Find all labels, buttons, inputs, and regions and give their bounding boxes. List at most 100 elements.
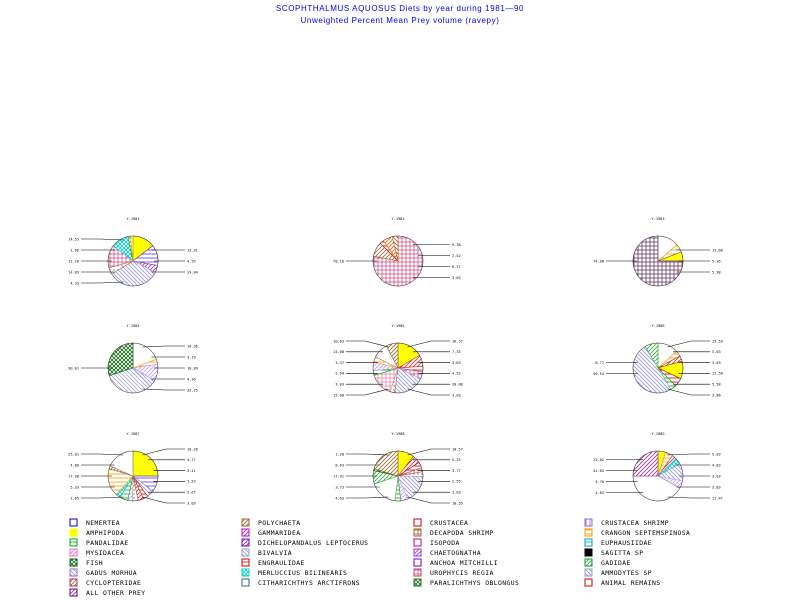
legend-label: DECAPODA SHRIMP xyxy=(430,529,494,537)
legend-label: CRUSTACEA xyxy=(430,519,468,527)
legend-item: ALL OTHER PREY xyxy=(69,588,145,597)
pie-slice xyxy=(632,450,659,477)
legend-swatch xyxy=(413,528,422,537)
pie-slice xyxy=(132,450,159,477)
legend-swatch xyxy=(584,548,593,557)
pie-year-label: Y-1985 xyxy=(392,324,405,328)
leader-line xyxy=(346,496,389,499)
legend-label: DICHELOPANDALUS LEPTOCERUS xyxy=(258,539,368,547)
pie-value-label: 5.98 xyxy=(712,270,721,274)
pie-value-label: 17.98 xyxy=(68,474,79,478)
pie-value-label: 42.03 xyxy=(593,469,604,473)
legend-item: ANIMAL REMAINS xyxy=(584,578,660,587)
pie-value-label: 4.83 xyxy=(595,491,604,495)
legend-swatch xyxy=(69,568,78,577)
pie-outline xyxy=(632,342,684,394)
legend-item: PARALICHTHYS OBLONGUS xyxy=(413,578,519,587)
pie-value-label: 11.56 xyxy=(712,372,723,376)
pie-value-label: 2.55 xyxy=(452,480,461,484)
legend-item: CRANGON SEPTEMSPINOSA xyxy=(584,528,690,537)
pie-value-label: 5.36 xyxy=(712,259,721,263)
legend-item: ENGRAULIDAE xyxy=(241,558,305,567)
legend-swatch xyxy=(69,518,78,527)
legend-label: CRANGON SEPTEMSPINOSA xyxy=(601,529,690,537)
legend-label: CYCLOPTERIDAE xyxy=(86,579,141,587)
pie-value-label: 4.53 xyxy=(187,259,196,263)
leader-line xyxy=(346,340,389,348)
legend-item: EUPHAUSIIDAE xyxy=(584,538,652,547)
pie-value-label: 3.37 xyxy=(335,361,344,365)
legend-swatch xyxy=(413,558,422,567)
legend-label: EUPHAUSIIDAE xyxy=(601,539,652,547)
pie-value-label: 3.19 xyxy=(187,355,196,359)
legend-label: POLYCHAETA xyxy=(258,519,300,527)
pie-value-label: 74.98 xyxy=(593,259,604,263)
legend-label: PARALICHTHYS OBLONGUS xyxy=(430,579,519,587)
pie-chart-y-1981: Y-1981 14.53 1.66 11.26 14.83 4.33 13.31 4.53 33… xyxy=(68,217,198,287)
leader-line xyxy=(407,448,450,456)
legend-item: UROPHYCIS REGIA xyxy=(413,568,493,577)
pie-value-label: 14.53 xyxy=(68,237,79,241)
pie-value-label: 8.77 xyxy=(595,361,604,365)
pie-year-label: Y-1989 xyxy=(652,432,665,436)
pie-chart-y-1983: Y-1983 74.98 13.68 5.36 5.98 xyxy=(593,217,723,287)
pie-year-label: Y-1981 xyxy=(127,217,140,221)
pie-value-label: 17.91 xyxy=(333,474,344,478)
pie-value-label: 3.03 xyxy=(335,383,344,387)
legend-swatch xyxy=(241,548,250,557)
leader-line xyxy=(667,388,710,396)
pie-value-label: 3.11 xyxy=(187,469,196,473)
leader-line xyxy=(81,281,124,284)
legend-swatch xyxy=(413,518,422,527)
pie-value-label: 8.63 xyxy=(335,463,344,467)
legend-swatch xyxy=(584,538,593,547)
legend-label: ISOPODA xyxy=(430,539,460,547)
legend-label: ENGRAULIDAE xyxy=(258,559,305,567)
legend-item: GADIDAE xyxy=(584,558,631,567)
pie-value-label: 3.67 xyxy=(187,491,196,495)
legend-label: GADUS MORHUA xyxy=(86,569,137,577)
legend-swatch xyxy=(413,578,422,587)
legend-label: GAMMARIDEA xyxy=(258,529,300,537)
pie-value-label: 3.83 xyxy=(712,485,721,489)
pie-value-label: 3.63 xyxy=(452,276,461,280)
legend-item: GADUS MORHUA xyxy=(69,568,137,577)
leader-line xyxy=(407,388,450,396)
legend-label: CHAETOGNATHA xyxy=(430,549,481,557)
legend-label: GADIDAE xyxy=(601,559,631,567)
pie-value-label: 4.33 xyxy=(70,281,79,285)
pie-value-label: 15.08 xyxy=(333,393,344,397)
pie-value-label: 5.33 xyxy=(452,458,461,462)
pie-value-label: 19.36 xyxy=(187,344,198,348)
legend-item: BIVALVIA xyxy=(241,548,292,557)
pie-value-label: 5.64 xyxy=(335,372,344,376)
pie-value-label: 4.77 xyxy=(187,458,196,462)
pie-value-label: 4.80 xyxy=(70,463,79,467)
pie-value-label: 50.54 xyxy=(593,372,604,376)
pie-value-label: 3.03 xyxy=(452,491,461,495)
legend-item: NEMERTEA xyxy=(69,518,120,527)
legend-item: CRUSTACEA xyxy=(413,518,468,527)
legend-label: BIVALVIA xyxy=(258,549,292,557)
pie-value-label: 13.53 xyxy=(712,339,723,343)
legend-item: FISH xyxy=(69,558,103,567)
legend-item: AMMODYTES SP xyxy=(584,568,652,577)
pie-value-label: 32.25 xyxy=(187,388,198,392)
leader-line xyxy=(346,388,389,396)
leader-line xyxy=(407,340,450,348)
legend-label: PANDALIDAE xyxy=(86,539,128,547)
pie-value-label: 4.76 xyxy=(595,480,604,484)
pie-outline xyxy=(372,342,424,394)
pie-value-label: 3.03 xyxy=(712,474,721,478)
pie-chart-y-1982: Y-1982 78.10 9.38 2.52 6.37 3.63 xyxy=(333,217,461,287)
pie-value-label: 4.63 xyxy=(335,496,344,500)
pie-value-label: 10.89 xyxy=(187,366,198,370)
pie-chart-y-1986: Y-1986 8.77 50.54 13.53 3.63 3.63 11.56 5.58 3.8… xyxy=(593,324,723,397)
legend-swatch xyxy=(69,558,78,567)
pie-value-label: 3.86 xyxy=(712,393,721,397)
legend-swatch xyxy=(69,588,78,597)
leader-line xyxy=(142,496,185,504)
pie-value-label: 10.57 xyxy=(452,447,463,451)
legend-swatch xyxy=(413,538,422,547)
pie-value-label: 16.57 xyxy=(452,339,463,343)
